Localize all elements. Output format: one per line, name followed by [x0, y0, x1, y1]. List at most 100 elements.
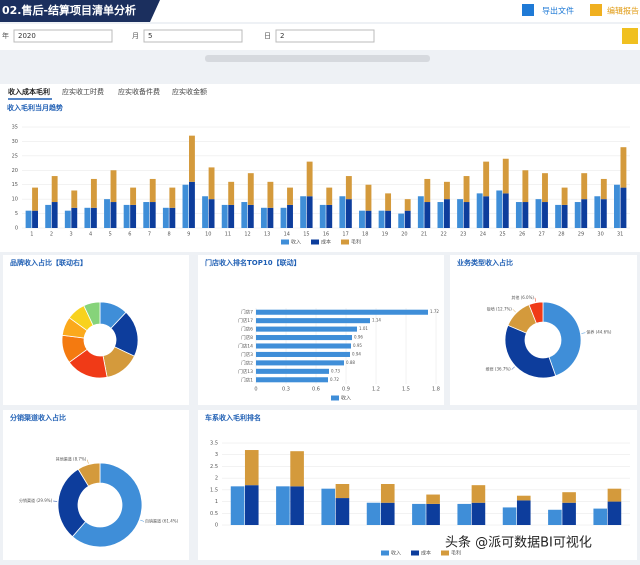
y-tick-label: 2 [215, 476, 218, 482]
bar [71, 207, 78, 228]
data-label: 0.73 [331, 368, 340, 373]
chart-title: 业务类型收入占比 [457, 258, 513, 267]
bar [45, 204, 52, 228]
bar [380, 484, 395, 503]
y-tick-label: 门店17 [238, 317, 253, 324]
bar [90, 178, 97, 208]
scroll-slider[interactable] [205, 55, 430, 62]
bar [25, 210, 32, 228]
tab[interactable]: 应实收金额 [172, 87, 207, 96]
y-tick-label: 3.5 [210, 441, 218, 447]
bar [561, 204, 568, 228]
bar [562, 502, 576, 525]
data-label: 0.72 [330, 377, 339, 382]
filter-value: 2020 [18, 32, 36, 40]
filter-select[interactable] [143, 29, 243, 43]
filter-label: 月 [132, 32, 139, 40]
bar [64, 210, 71, 228]
bar [424, 202, 431, 228]
tab[interactable]: 应实收工时费 [62, 87, 104, 96]
x-tick-label: 31 [617, 232, 623, 238]
bar [228, 181, 235, 205]
x-tick-label: 14 [284, 232, 290, 238]
bar [276, 486, 290, 525]
bar [247, 173, 254, 205]
bar [614, 184, 620, 228]
bar [319, 204, 326, 228]
bar [385, 193, 392, 211]
bar [443, 199, 450, 228]
y-tick-label: 门店3 [241, 351, 253, 358]
bar [515, 202, 522, 228]
bar [287, 187, 293, 205]
bar [267, 181, 274, 208]
x-tick-label: 7 [148, 232, 151, 238]
bar [365, 184, 372, 211]
bar [326, 204, 333, 228]
y-tick-label: 门店2 [241, 359, 253, 366]
bar [620, 147, 627, 188]
x-tick-label: 0.9 [342, 387, 350, 393]
pie-slice [542, 301, 582, 377]
chart-title: 品牌收入占比【联动右】 [10, 258, 87, 267]
bar [426, 494, 440, 504]
legend-label: 毛利 [451, 550, 461, 557]
bar [247, 204, 254, 228]
x-tick-label: 3 [69, 232, 72, 238]
legend-swatch [441, 550, 449, 556]
bar [130, 187, 137, 205]
bar [600, 199, 607, 228]
x-tick-label: 10 [205, 232, 211, 238]
x-tick-label: 19 [382, 232, 388, 238]
bar [51, 202, 58, 228]
bar [548, 509, 562, 525]
x-tick-label: 16 [323, 232, 329, 238]
legend-label: 收入 [391, 550, 401, 557]
edit-icon[interactable] [590, 4, 602, 16]
bar [335, 498, 350, 525]
bar [71, 190, 78, 208]
x-tick-label: 26 [519, 232, 525, 238]
bar [424, 178, 431, 203]
filter-select[interactable] [275, 29, 375, 43]
y-tick-label: 2.5 [210, 464, 218, 470]
bar [208, 167, 215, 200]
x-tick-label: 4 [89, 232, 92, 238]
x-tick-label: 1.8 [432, 387, 440, 393]
bar [522, 170, 529, 203]
bar [256, 343, 351, 349]
filter-value: 5 [148, 32, 152, 40]
bar [182, 184, 189, 228]
data-label: 1.14 [372, 318, 381, 323]
bar [502, 507, 517, 525]
filter-icon[interactable] [622, 28, 638, 44]
bar [542, 202, 548, 228]
tab[interactable]: 收入成本毛利 [8, 87, 50, 96]
bar [244, 485, 259, 525]
filter-select[interactable] [13, 29, 113, 43]
legend-swatch [381, 550, 389, 556]
x-tick-label: 20 [401, 232, 407, 238]
bar [143, 202, 150, 228]
export-button[interactable]: 导出文件 [542, 6, 574, 16]
slice-label: 保养 (44.6%) [586, 329, 612, 335]
tab[interactable]: 应实收备件费 [118, 87, 160, 96]
pie-slice [83, 301, 101, 327]
x-tick-label: 15 [303, 232, 309, 238]
bar [620, 187, 627, 228]
y-tick-label: 门店7 [241, 309, 253, 316]
edit-button[interactable]: 编辑报告 [607, 6, 639, 16]
y-tick-label: 门店1 [241, 376, 253, 383]
bar [404, 210, 411, 228]
bar [471, 502, 486, 525]
x-tick-label: 12 [244, 232, 250, 238]
bar [562, 492, 576, 503]
y-tick-label: 1 [215, 499, 218, 505]
legend-label: 毛利 [351, 239, 361, 246]
legend-swatch [411, 550, 419, 556]
x-tick-label: 0.3 [282, 387, 290, 393]
bar [110, 170, 117, 203]
export-icon[interactable] [522, 4, 534, 16]
bar [404, 199, 411, 211]
bar [104, 199, 110, 228]
